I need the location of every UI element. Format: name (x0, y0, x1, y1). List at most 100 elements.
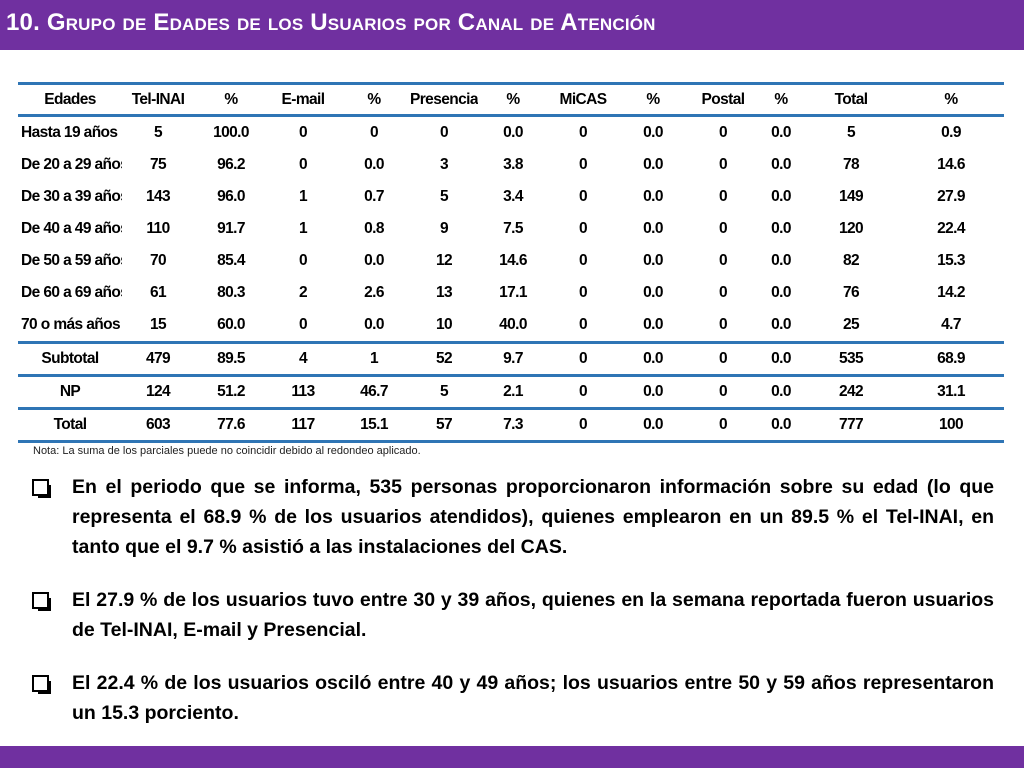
table-cell: 22.4 (937, 220, 965, 237)
table-cell: 0 (298, 316, 308, 333)
table-cell: 17.1 (499, 284, 527, 301)
table-cell: 0 (578, 124, 588, 141)
table-cell: 117 (268, 407, 338, 443)
table-cell: 4.7 (941, 316, 961, 333)
table-cell: 777 (804, 407, 898, 443)
table-cell: 0.0 (771, 220, 791, 237)
column-header: % (618, 82, 688, 117)
table-cell: 3.8 (503, 156, 523, 173)
table-cell: 14.6 (937, 156, 965, 173)
table-cell: 5 (153, 124, 163, 141)
table-cell: 51.2 (194, 374, 268, 409)
table-cell: 0.0 (771, 156, 791, 173)
table-cell: 5 (846, 124, 856, 141)
table-cell: 0.0 (643, 188, 663, 205)
table-cell: 15 (149, 316, 167, 333)
table-cell: 0 (548, 374, 618, 409)
column-header: E-mail (268, 82, 338, 117)
column-header: Tel-INAI (122, 82, 194, 117)
table-cell: 2 (298, 284, 308, 301)
table-cell: 603 (122, 407, 194, 443)
row-label: De 30 a 39 años (21, 188, 122, 205)
table-cell: 0.0 (643, 284, 663, 301)
table-cell: 0 (298, 156, 308, 173)
table-cell: 61 (149, 284, 167, 301)
table-cell: 82 (842, 252, 860, 269)
table-cell: 5 (410, 374, 478, 409)
table-row: De 20 a 29 años 75 96.2 0 0.0 3 3.8 0 0.0 0 0.0 78 1… (18, 149, 1004, 181)
table-cell: 15.3 (937, 252, 965, 269)
row-label: Subtotal (18, 341, 122, 376)
age-group-table: Edades Tel-INAI% E-mail% Presencial% MiCAS% P… (18, 82, 1004, 443)
column-header: Edades (18, 82, 122, 117)
table-row: De 30 a 39 años 143 96.0 1 0.7 5 3.4 0 0.0 0 0.0 14… (18, 181, 1004, 213)
table-cell: 57 (410, 407, 478, 443)
table-cell: 70 (149, 252, 167, 269)
footer-bar (0, 746, 1024, 768)
row-label: NP (18, 374, 122, 409)
summary-row: Subtotal 479 89.5 4 1 52 9.7 0 0.0 0 0.0 535 68.9 (18, 341, 1004, 376)
row-label: De 20 a 29 años (21, 156, 122, 173)
table-cell: 40.0 (499, 316, 527, 333)
table-cell: 0 (578, 252, 588, 269)
table-cell: 0.0 (643, 252, 663, 269)
table-cell: 0 (548, 341, 618, 376)
bullet-text: El 22.4 % de los usuarios osciló entre 4… (72, 672, 994, 724)
table-cell: 77.6 (194, 407, 268, 443)
table-cell: 96.2 (217, 156, 245, 173)
table-cell: 100 (898, 407, 1004, 443)
table-cell: 0 (718, 252, 728, 269)
column-header: Total (804, 82, 898, 117)
table-cell: 120 (838, 220, 864, 237)
table-cell: 0.0 (364, 156, 384, 173)
title-bar: 10. Grupo de Edades de los Usuarios por … (0, 0, 1024, 50)
table-cell: 0.9 (941, 124, 961, 141)
summary-row: NP 124 51.2 113 46.7 5 2.1 0 0.0 0 0.0 242 31.1 (18, 374, 1004, 409)
table-cell: 0 (688, 341, 758, 376)
table-cell: 0 (298, 252, 308, 269)
table-cell: 14.6 (499, 252, 527, 269)
table-cell: 15.1 (338, 407, 410, 443)
table-cell: 1 (338, 341, 410, 376)
table-cell: 0.7 (364, 188, 384, 205)
bullet-item: El 27.9 % de los usuarios tuvo entre 30 … (32, 585, 994, 645)
bullet-text: En el periodo que se informa, 535 person… (72, 476, 994, 558)
table-cell: 0.0 (758, 407, 804, 443)
table-cell: 89.5 (194, 341, 268, 376)
table-cell: 0.8 (364, 220, 384, 237)
table-cell: 0 (688, 374, 758, 409)
table-cell: 31.1 (898, 374, 1004, 409)
table-cell: 0 (578, 220, 588, 237)
table-cell: 0 (369, 124, 379, 141)
table-cell: 143 (145, 188, 171, 205)
table-cell: 1 (298, 188, 308, 205)
table-cell: 2.6 (364, 284, 384, 301)
table-cell: 0.0 (771, 284, 791, 301)
table-header-row: Edades Tel-INAI% E-mail% Presencial% MiCAS% P… (18, 82, 1004, 117)
row-label: Hasta 19 años (21, 124, 118, 141)
table-cell: 14.2 (937, 284, 965, 301)
summary-row: Total 603 77.6 117 15.1 57 7.3 0 0.0 0 0.0 777 100 (18, 407, 1004, 443)
table-row: 70 o más años 15 60.0 0 0.0 10 40.0 0 0.0 0 0.0 25 4… (18, 309, 1004, 343)
table-cell: 76 (842, 284, 860, 301)
bullet-text: El 27.9 % de los usuarios tuvo entre 30 … (72, 589, 994, 641)
table-cell: 0.0 (643, 316, 663, 333)
table-cell: 113 (268, 374, 338, 409)
table-cell: 27.9 (937, 188, 965, 205)
table-row: De 50 a 59 años 70 85.4 0 0.0 12 14.6 0 0.0 0 0.0 8… (18, 245, 1004, 277)
table-cell: 9 (439, 220, 449, 237)
table-cell: 100.0 (213, 124, 249, 141)
table-cell: 0 (578, 188, 588, 205)
checkbox-bullet-icon (32, 592, 51, 611)
table-cell: 479 (122, 341, 194, 376)
table-cell: 12 (435, 252, 453, 269)
table-cell: 7.3 (478, 407, 548, 443)
table-cell: 10 (435, 316, 453, 333)
row-label: Total (18, 407, 122, 443)
table-cell: 0.0 (643, 156, 663, 173)
table-cell: 0.0 (758, 374, 804, 409)
bullet-list: En el periodo que se informa, 535 person… (32, 472, 994, 751)
table-cell: 25 (842, 316, 860, 333)
table-cell: 0 (718, 316, 728, 333)
table-header: Edades Tel-INAI% E-mail% Presencial% MiCAS% P… (18, 82, 1004, 117)
